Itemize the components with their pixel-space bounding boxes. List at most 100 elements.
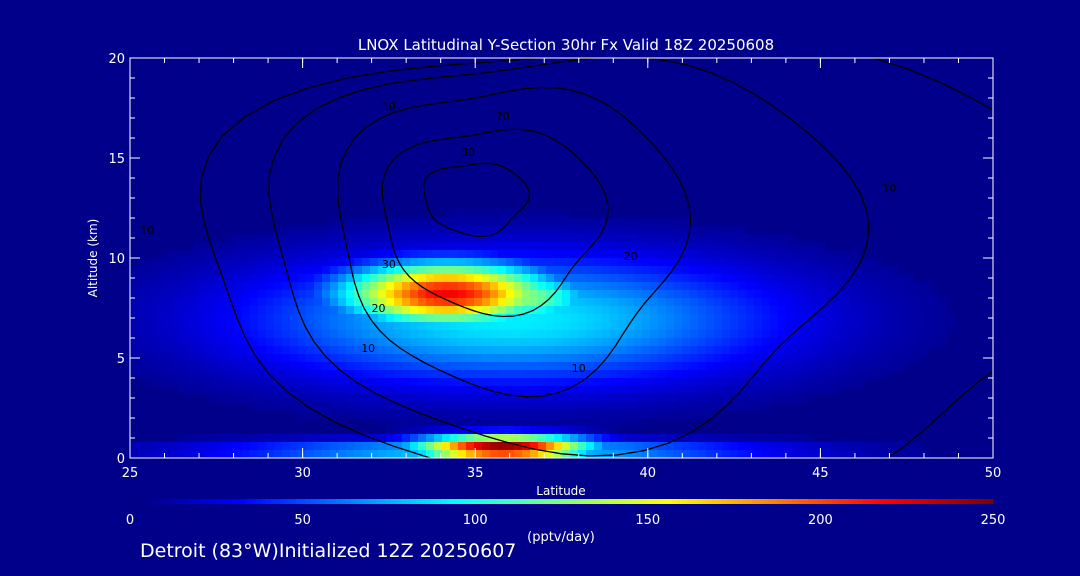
heatmap-cell xyxy=(514,250,523,259)
heatmap-cell xyxy=(690,442,699,451)
heatmap-cell xyxy=(762,330,771,339)
heatmap-cell xyxy=(666,298,675,307)
heatmap-cell xyxy=(882,306,891,315)
heatmap-cell xyxy=(306,290,315,299)
heatmap-cell xyxy=(538,322,547,331)
heatmap-cell xyxy=(578,386,587,395)
heatmap-cell xyxy=(794,386,803,395)
heatmap-cell xyxy=(482,426,491,435)
heatmap-cell xyxy=(234,330,243,339)
heatmap-cell xyxy=(282,338,291,347)
heatmap-cell xyxy=(594,338,603,347)
heatmap-cell xyxy=(178,386,187,395)
heatmap-cell xyxy=(330,250,339,259)
colorbar-segment xyxy=(260,499,267,504)
heatmap-cell xyxy=(162,330,171,339)
heatmap-cell xyxy=(410,442,419,451)
heatmap-cell xyxy=(386,322,395,331)
heatmap-cell xyxy=(514,418,523,427)
heatmap-cell xyxy=(618,338,627,347)
heatmap-cell xyxy=(538,434,547,443)
heatmap-cell xyxy=(586,314,595,323)
colorbar-segment xyxy=(987,499,994,504)
heatmap-cell xyxy=(186,274,195,283)
heatmap-cell xyxy=(898,354,907,363)
heatmap-cell xyxy=(354,378,363,387)
heatmap-cell xyxy=(458,282,467,291)
heatmap-cell xyxy=(290,242,299,251)
heatmap-cell xyxy=(290,346,299,355)
heatmap-cell xyxy=(362,442,371,451)
heatmap-cell xyxy=(658,362,667,371)
heatmap-cell xyxy=(754,282,763,291)
heatmap-cell xyxy=(618,394,627,403)
heatmap-cell xyxy=(210,306,219,315)
colorbar-segment xyxy=(390,499,397,504)
heatmap-cell xyxy=(554,322,563,331)
heatmap-cell xyxy=(322,298,331,307)
heatmap-cell xyxy=(138,306,147,315)
heatmap-cell xyxy=(346,274,355,283)
heatmap-cell xyxy=(210,354,219,363)
heatmap-cell xyxy=(714,402,723,411)
colorbar-segment xyxy=(265,499,272,504)
heatmap-cell xyxy=(426,330,435,339)
colorbar-segment xyxy=(967,499,974,504)
heatmap-cell xyxy=(754,378,763,387)
heatmap-cell xyxy=(474,242,483,251)
colorbar-segment xyxy=(431,499,437,504)
heatmap-cell xyxy=(266,258,275,267)
heatmap-cell xyxy=(378,282,387,291)
y-tick-label: 20 xyxy=(108,52,125,67)
heatmap-cell xyxy=(498,450,507,458)
heatmap-cell xyxy=(826,266,835,275)
heatmap-cell xyxy=(442,362,451,371)
heatmap-cell xyxy=(218,362,227,371)
heatmap-cell xyxy=(266,298,275,307)
y-tick-label: 0 xyxy=(117,452,125,467)
heatmap-cell xyxy=(682,434,691,443)
colorbar-segment xyxy=(601,499,608,504)
heatmap-cell xyxy=(746,266,755,275)
heatmap-cell xyxy=(386,218,395,227)
heatmap-cell xyxy=(818,290,827,299)
heatmap-cell xyxy=(914,330,923,339)
heatmap-cell xyxy=(650,250,659,259)
heatmap-cell xyxy=(274,346,283,355)
heatmap-cell xyxy=(234,322,243,331)
heatmap-cell xyxy=(370,394,379,403)
heatmap-cell xyxy=(562,226,571,235)
heatmap-cell xyxy=(418,322,427,331)
colorbar-tick-label: 50 xyxy=(294,513,311,528)
heatmap-cell xyxy=(266,386,275,395)
heatmap-cell xyxy=(314,394,323,403)
heatmap-cell xyxy=(594,258,603,267)
heatmap-cell xyxy=(546,378,555,387)
heatmap-cell xyxy=(290,306,299,315)
heatmap-cell xyxy=(314,282,323,291)
heatmap-cell xyxy=(170,362,179,371)
colorbar-segment xyxy=(405,499,412,504)
heatmap-cell xyxy=(282,274,291,283)
heatmap-cell xyxy=(898,330,907,339)
heatmap-cell xyxy=(602,226,611,235)
heatmap-cell xyxy=(362,378,371,387)
heatmap-cell xyxy=(482,218,491,227)
colorbar-segment xyxy=(340,499,347,504)
heatmap-cell xyxy=(634,362,643,371)
heatmap-cell xyxy=(442,242,451,251)
heatmap-cell xyxy=(834,450,843,458)
heatmap-cell xyxy=(498,386,507,395)
heatmap-cell xyxy=(170,258,179,267)
heatmap-cell xyxy=(842,250,851,259)
heatmap-cell xyxy=(378,322,387,331)
heatmap-cell xyxy=(650,266,659,275)
heatmap-cell xyxy=(794,258,803,267)
heatmap-cell xyxy=(818,242,827,251)
heatmap-cell xyxy=(426,418,435,427)
colorbar-segment xyxy=(762,499,768,504)
colorbar-segment xyxy=(160,499,166,504)
heatmap-cell xyxy=(154,258,163,267)
heatmap-cell xyxy=(402,386,411,395)
heatmap-cell xyxy=(578,258,587,267)
